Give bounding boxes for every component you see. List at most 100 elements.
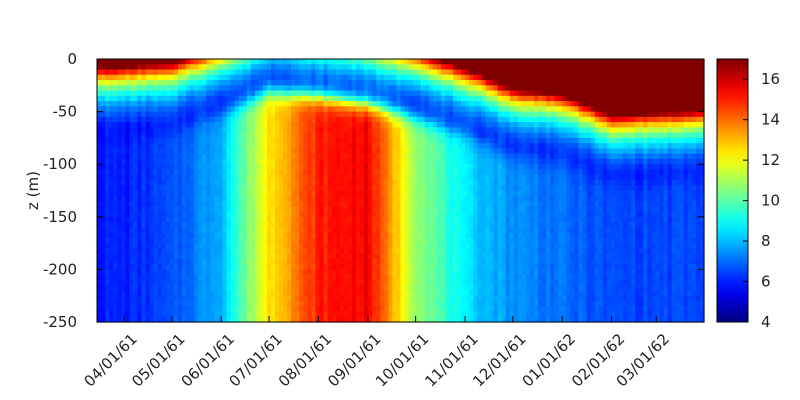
- heatmap-cell: [250, 137, 256, 144]
- heatmap-cell: [186, 253, 191, 260]
- heatmap-cell: [234, 158, 240, 165]
- heatmap-cell: [250, 179, 256, 186]
- heatmap-cell: [319, 248, 325, 255]
- heatmap-cell: [254, 132, 260, 139]
- heatmap-cell: [424, 127, 430, 134]
- heatmap-cells: [97, 59, 705, 323]
- heatmap-cell: [311, 80, 317, 86]
- heatmap-cell: [153, 253, 159, 260]
- heatmap-cell: [246, 279, 252, 286]
- heatmap-cell: [117, 85, 122, 92]
- heatmap-cell: [445, 274, 450, 281]
- heatmap-cell: [420, 153, 426, 160]
- heatmap-cell: [307, 90, 313, 97]
- heatmap-cell: [287, 295, 292, 302]
- heatmap-cell: [181, 253, 187, 260]
- heatmap-cell: [327, 158, 333, 165]
- heatmap-cell: [202, 95, 207, 102]
- heatmap-cell: [117, 148, 122, 155]
- heatmap-cell: [457, 206, 462, 213]
- heatmap-cell: [141, 74, 147, 81]
- heatmap-cell: [169, 248, 175, 255]
- heatmap-cell: [258, 153, 264, 160]
- heatmap-cell: [392, 222, 398, 228]
- heatmap-cell: [408, 201, 414, 207]
- heatmap-cell: [416, 222, 422, 228]
- heatmap-cell: [497, 164, 503, 171]
- heatmap-cell: [226, 143, 232, 150]
- heatmap-cell: [145, 285, 151, 292]
- heatmap-cell: [453, 80, 458, 86]
- heatmap-cell: [396, 116, 402, 123]
- heatmap-cell: [384, 158, 389, 165]
- heatmap-cell: [339, 206, 345, 213]
- heatmap-cell: [173, 227, 179, 234]
- heatmap-cell: [445, 290, 450, 297]
- heatmap-cell: [327, 116, 333, 123]
- heatmap-cell: [436, 206, 442, 213]
- heatmap-cell: [315, 237, 321, 244]
- heatmap-cell: [153, 95, 159, 102]
- heatmap-cell: [400, 206, 406, 213]
- heatmap-cell: [242, 132, 248, 139]
- heatmap-cell: [234, 153, 240, 160]
- heatmap-cell: [242, 253, 248, 260]
- heatmap-cell: [307, 243, 313, 249]
- heatmap-cell: [368, 143, 373, 150]
- heatmap-cell: [481, 285, 487, 292]
- heatmap-cell: [238, 216, 244, 223]
- heatmap-cell: [457, 169, 462, 176]
- heatmap-cell: [295, 232, 300, 239]
- heatmap-cell: [489, 185, 495, 192]
- heatmap-cell: [331, 74, 337, 81]
- heatmap-cell: [368, 85, 373, 92]
- heatmap-cell: [351, 64, 357, 71]
- heatmap-cell: [416, 274, 422, 281]
- heatmap-cell: [315, 211, 321, 218]
- heatmap-cell: [323, 258, 329, 265]
- heatmap-cell: [218, 106, 224, 113]
- heatmap-cell: [347, 279, 353, 286]
- heatmap-cell: [355, 74, 361, 81]
- heatmap-cell: [311, 253, 317, 260]
- heatmap-cell: [234, 311, 240, 318]
- heatmap-cell: [449, 258, 454, 265]
- heatmap-cell: [457, 74, 462, 81]
- heatmap-cell: [113, 64, 118, 71]
- heatmap-cell: [226, 248, 232, 255]
- heatmap-cell: [420, 237, 426, 244]
- heatmap-cell: [432, 201, 438, 207]
- heatmap-cell: [384, 274, 389, 281]
- heatmap-cell: [291, 243, 296, 249]
- heatmap-cell: [416, 80, 422, 86]
- heatmap-cell: [449, 164, 454, 171]
- heatmap-cell: [198, 137, 203, 144]
- heatmap-cell: [181, 211, 187, 218]
- heatmap-cell: [218, 132, 224, 139]
- heatmap-cell: [372, 201, 377, 207]
- heatmap-cell: [420, 264, 426, 270]
- heatmap-cell: [335, 106, 341, 113]
- heatmap-cell: [412, 201, 418, 207]
- heatmap-cell: [117, 174, 122, 181]
- heatmap-cell: [250, 169, 256, 176]
- heatmap-cell: [493, 90, 499, 97]
- heatmap-cell: [384, 185, 389, 192]
- heatmap-cell: [271, 106, 276, 113]
- heatmap-cell: [396, 232, 402, 239]
- heatmap-cell: [173, 80, 179, 86]
- heatmap-cell: [331, 306, 337, 313]
- heatmap-cell: [416, 59, 422, 65]
- heatmap-cell: [133, 253, 139, 260]
- heatmap-cell: [295, 101, 300, 107]
- heatmap-cell: [339, 95, 345, 102]
- heatmap-cell: [303, 95, 309, 102]
- heatmap-cell: [177, 190, 183, 197]
- heatmap-cell: [489, 132, 495, 139]
- heatmap-cell: [392, 111, 398, 118]
- heatmap-cell: [250, 158, 256, 165]
- heatmap-cell: [420, 227, 426, 234]
- heatmap-cell: [206, 69, 211, 76]
- heatmap-cell: [287, 222, 292, 228]
- heatmap-cell: [351, 132, 357, 139]
